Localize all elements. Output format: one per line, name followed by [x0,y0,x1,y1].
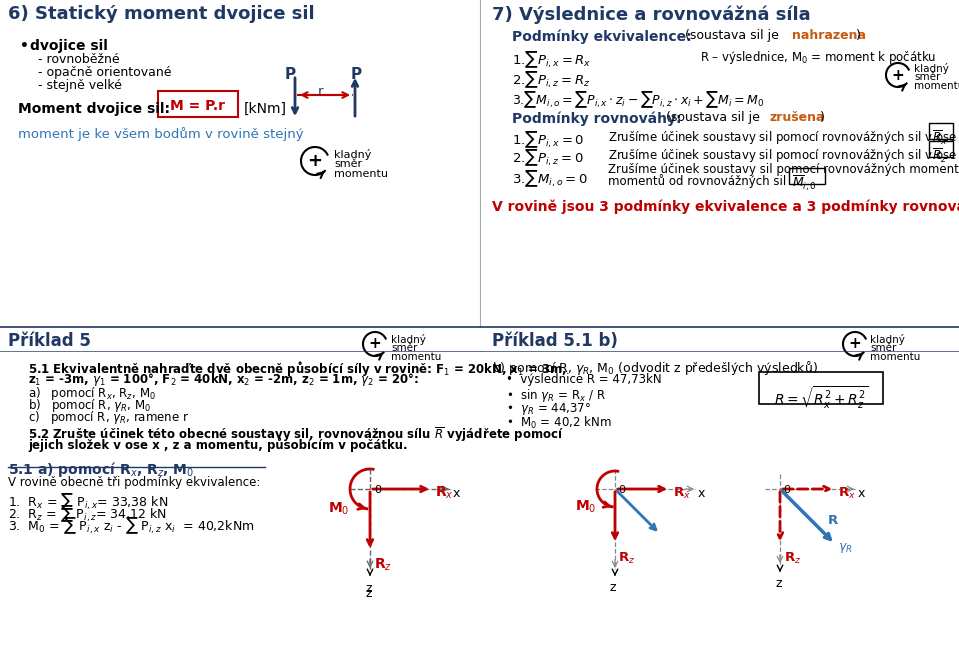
Text: z: z [366,587,372,600]
Text: P: P [351,67,363,82]
Text: Podmínky rovnováhy:: Podmínky rovnováhy: [512,111,682,125]
Text: momentu: momentu [914,81,959,91]
Text: moment je ke všem bodům v rovině stejný: moment je ke všem bodům v rovině stejný [18,127,304,141]
Text: x: x [698,487,706,500]
Text: směr: směr [870,343,897,353]
Text: 6) Statický moment dvojice sil: 6) Statický moment dvojice sil [8,5,315,23]
Text: momentu: momentu [870,352,921,362]
Text: c)   pomocí R, $\gamma_R$, ramene r: c) pomocí R, $\gamma_R$, ramene r [28,409,189,426]
Text: Zrušíme účinek soustavy sil pomocí rovnovážných momentů nebo: Zrušíme účinek soustavy sil pomocí rovno… [608,162,959,176]
Text: směr: směr [334,159,363,169]
Text: 3.  M$_0$ = $\sum$ P$_{i,x}$ z$_i$ - $\sum$ P$_{i,z}$ x$_i$  = 40,2kNm: 3. M$_0$ = $\sum$ P$_{i,x}$ z$_i$ - $\su… [8,515,254,536]
Text: R$_z$: R$_z$ [618,551,636,566]
Text: V rovině obecně tři podmínky ekvivalence:: V rovině obecně tři podmínky ekvivalence… [8,476,261,489]
Text: směr: směr [914,72,941,82]
Text: x: x [453,487,460,500]
Text: jejich složek v ose x , z a momentu, působícím v počátku.: jejich složek v ose x , z a momentu, půs… [28,437,408,452]
Text: +: + [892,67,904,83]
Text: r: r [318,85,323,98]
Text: +: + [849,336,861,352]
Text: •  $\gamma_R$ = 44,37°: • $\gamma_R$ = 44,37° [506,401,591,417]
Text: R$_z$: R$_z$ [784,551,802,566]
Text: $\overline{R}_x$: $\overline{R}_x$ [932,129,948,147]
Text: momentů od rovnovážných sil: momentů od rovnovážných sil [608,174,786,188]
Text: 0: 0 [618,485,625,495]
Text: M = P.r: M = P.r [170,99,225,113]
Text: ): ) [856,29,861,42]
Text: 2.$\sum P_{i,z} = R_z$: 2.$\sum P_{i,z} = R_z$ [512,69,591,89]
Text: 5.1 Ekvivalentně nahraďte dvě obecně působící síly v rovině: F$_1$ = 20kN, x$_1$: 5.1 Ekvivalentně nahraďte dvě obecně půs… [28,359,567,378]
Text: $\overline{R}_z$: $\overline{R}_z$ [932,147,947,165]
Text: •: • [20,39,29,53]
Text: •  sin $\gamma_R$ = R$_x$ / R: • sin $\gamma_R$ = R$_x$ / R [506,387,606,404]
Text: R$_z$: R$_z$ [374,557,392,574]
Text: P: P [285,67,296,82]
Text: 3.$\sum M_{i,o} = \sum P_{i,x} \cdot z_i - \sum P_{i,z} \cdot x_i + \sum M_i = M: 3.$\sum M_{i,o} = \sum P_{i,x} \cdot z_i… [512,89,764,109]
Text: M$_0$: M$_0$ [575,499,596,516]
Text: R$_x$: R$_x$ [838,486,855,501]
Text: Zrušíme účinek soustavy sil pomocí rovnovážných sil v ose $z$ pomocí: Zrušíme účinek soustavy sil pomocí rovno… [608,147,959,164]
Text: Moment dvojice sil:: Moment dvojice sil: [18,102,170,116]
Text: 2.  R$_z$ = $\sum$ P$_{i,z}$= 34,12 kN: 2. R$_z$ = $\sum$ P$_{i,z}$= 34,12 kN [8,503,167,524]
Text: směr: směr [391,343,417,353]
Text: b) pomocí R, $\gamma_R$, M$_0$ (odvodit z předešlých výsledků): b) pomocí R, $\gamma_R$, M$_0$ (odvodit … [492,359,818,377]
Text: Zrušíme účinek soustavy sil pomocí rovnovážných sil v ose $x$ pomocí: Zrušíme účinek soustavy sil pomocí rovno… [608,129,959,146]
Text: zrušena: zrušena [770,111,826,124]
Text: z: z [610,581,617,594]
Text: Příklad 5.1 b): Příklad 5.1 b) [492,332,618,350]
Text: 3.$\sum M_{i,o} = 0$: 3.$\sum M_{i,o} = 0$ [512,168,588,189]
Text: kladný: kladný [391,334,426,345]
Text: $\overline{M}_{i,0}$: $\overline{M}_{i,0}$ [792,174,817,193]
Text: (soustava sil je: (soustava sil je [666,111,760,124]
Text: R: R [828,514,838,527]
Text: R$_x$: R$_x$ [435,485,454,502]
Text: M$_0$: M$_0$ [328,501,349,518]
Text: $\gamma_R$: $\gamma_R$ [838,541,853,555]
Text: 7) Výslednice a rovnovážná síla: 7) Výslednice a rovnovážná síla [492,5,810,23]
Text: x: x [858,487,865,500]
Text: b)   pomocí R, $\gamma_R$, M$_0$: b) pomocí R, $\gamma_R$, M$_0$ [28,397,151,414]
FancyBboxPatch shape [759,372,883,404]
Text: 2.$\sum P_{i,z} = 0$: 2.$\sum P_{i,z} = 0$ [512,147,584,167]
Text: z: z [775,577,782,590]
FancyBboxPatch shape [789,168,825,184]
Text: momentu: momentu [334,169,388,179]
Text: Podmínky ekvivalence:: Podmínky ekvivalence: [512,29,691,43]
Text: Příklad 5: Příklad 5 [8,332,91,350]
Text: 0: 0 [374,485,381,495]
Text: R – výslednice, M$_0$ = moment k počátku: R – výslednice, M$_0$ = moment k počátku [700,49,936,66]
Text: z$_1$ = -3m, $\gamma_1$ = 100°, F$_2$ = 40kN, x$_2$ = -2m, z$_2$ = 1m, $\gamma_2: z$_1$ = -3m, $\gamma_1$ = 100°, F$_2$ = … [28,371,419,388]
Text: V rovině jsou 3 podmínky ekvivalence a 3 podmínky rovnováhy: V rovině jsou 3 podmínky ekvivalence a 3… [492,199,959,213]
Text: - opačně orientované: - opačně orientované [38,66,172,79]
FancyBboxPatch shape [929,141,953,157]
Text: •  výslednice R = 47,73kN: • výslednice R = 47,73kN [506,373,662,386]
Text: [kNm]: [kNm] [244,102,287,116]
Text: 1.$\sum P_{i,x} = R_x$: 1.$\sum P_{i,x} = R_x$ [512,49,592,69]
Text: $R = \sqrt{R_x^2 + R_z^2}$: $R = \sqrt{R_x^2 + R_z^2}$ [774,385,869,411]
Text: 0: 0 [783,485,790,495]
Text: nahrazena: nahrazena [792,29,866,42]
FancyBboxPatch shape [929,123,953,139]
Text: z: z [365,582,371,595]
Text: (soustava sil je: (soustava sil je [685,29,779,42]
Text: 5.2 Zrušte účinek této obecné soustavy sil, rovnovážnou sílu $\overline{R}$ vyjá: 5.2 Zrušte účinek této obecné soustavy s… [28,425,564,444]
Text: kladný: kladný [914,63,948,74]
Text: R$_x$: R$_x$ [673,486,690,501]
Text: +: + [308,152,322,170]
Text: a)   pomocí R$_x$, R$_z$, M$_0$: a) pomocí R$_x$, R$_z$, M$_0$ [28,385,156,402]
Text: 5.1 a) pomocí R$_x$, R$_z$, M$_0$: 5.1 a) pomocí R$_x$, R$_z$, M$_0$ [8,460,194,479]
Text: - stejně velké: - stejně velké [38,79,122,92]
Text: kladný: kladný [334,149,371,160]
FancyBboxPatch shape [158,91,238,117]
Text: dvojice sil: dvojice sil [30,39,107,53]
Text: ): ) [820,111,825,124]
Text: momentu: momentu [391,352,441,362]
Text: kladný: kladný [870,334,905,345]
Text: - rovnoběžné: - rovnoběžné [38,53,120,66]
Text: +: + [368,336,382,352]
Text: 1.$\sum P_{i,x} = 0$: 1.$\sum P_{i,x} = 0$ [512,129,584,149]
Text: 1.  R$_x$ = $\sum$ P$_{i,x}$= 33,38 kN: 1. R$_x$ = $\sum$ P$_{i,x}$= 33,38 kN [8,491,168,512]
Text: •  M$_0$ = 40,2 kNm: • M$_0$ = 40,2 kNm [506,415,612,431]
